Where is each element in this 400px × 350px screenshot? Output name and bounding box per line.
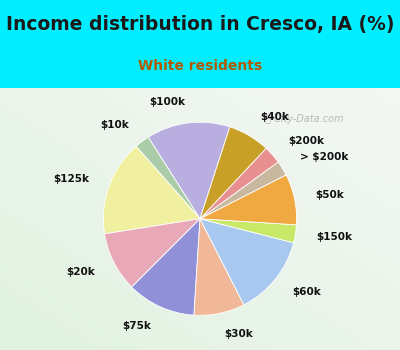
- Wedge shape: [200, 148, 278, 219]
- Text: $100k: $100k: [149, 97, 185, 107]
- Wedge shape: [200, 127, 266, 219]
- Wedge shape: [200, 175, 296, 225]
- Wedge shape: [194, 219, 244, 315]
- Text: $150k: $150k: [316, 232, 352, 242]
- Text: $60k: $60k: [292, 287, 321, 298]
- Text: $50k: $50k: [316, 190, 344, 200]
- Text: $125k: $125k: [53, 174, 89, 184]
- Text: $200k: $200k: [288, 136, 324, 146]
- Wedge shape: [136, 137, 200, 219]
- Wedge shape: [132, 219, 200, 315]
- Text: $10k: $10k: [100, 119, 129, 130]
- Text: $20k: $20k: [66, 267, 95, 277]
- Text: $30k: $30k: [224, 329, 253, 339]
- Text: Income distribution in Cresco, IA (%): Income distribution in Cresco, IA (%): [6, 15, 394, 34]
- Text: > $200k: > $200k: [300, 152, 349, 162]
- Text: $75k: $75k: [123, 321, 152, 331]
- Wedge shape: [200, 219, 294, 305]
- Text: White residents: White residents: [138, 58, 262, 73]
- Wedge shape: [200, 162, 286, 219]
- Wedge shape: [104, 146, 200, 234]
- Text: $40k: $40k: [260, 112, 289, 122]
- Wedge shape: [104, 219, 200, 287]
- Text: Ⓜ City-Data.com: Ⓜ City-Data.com: [265, 114, 343, 124]
- Wedge shape: [148, 122, 230, 219]
- Wedge shape: [200, 219, 296, 243]
